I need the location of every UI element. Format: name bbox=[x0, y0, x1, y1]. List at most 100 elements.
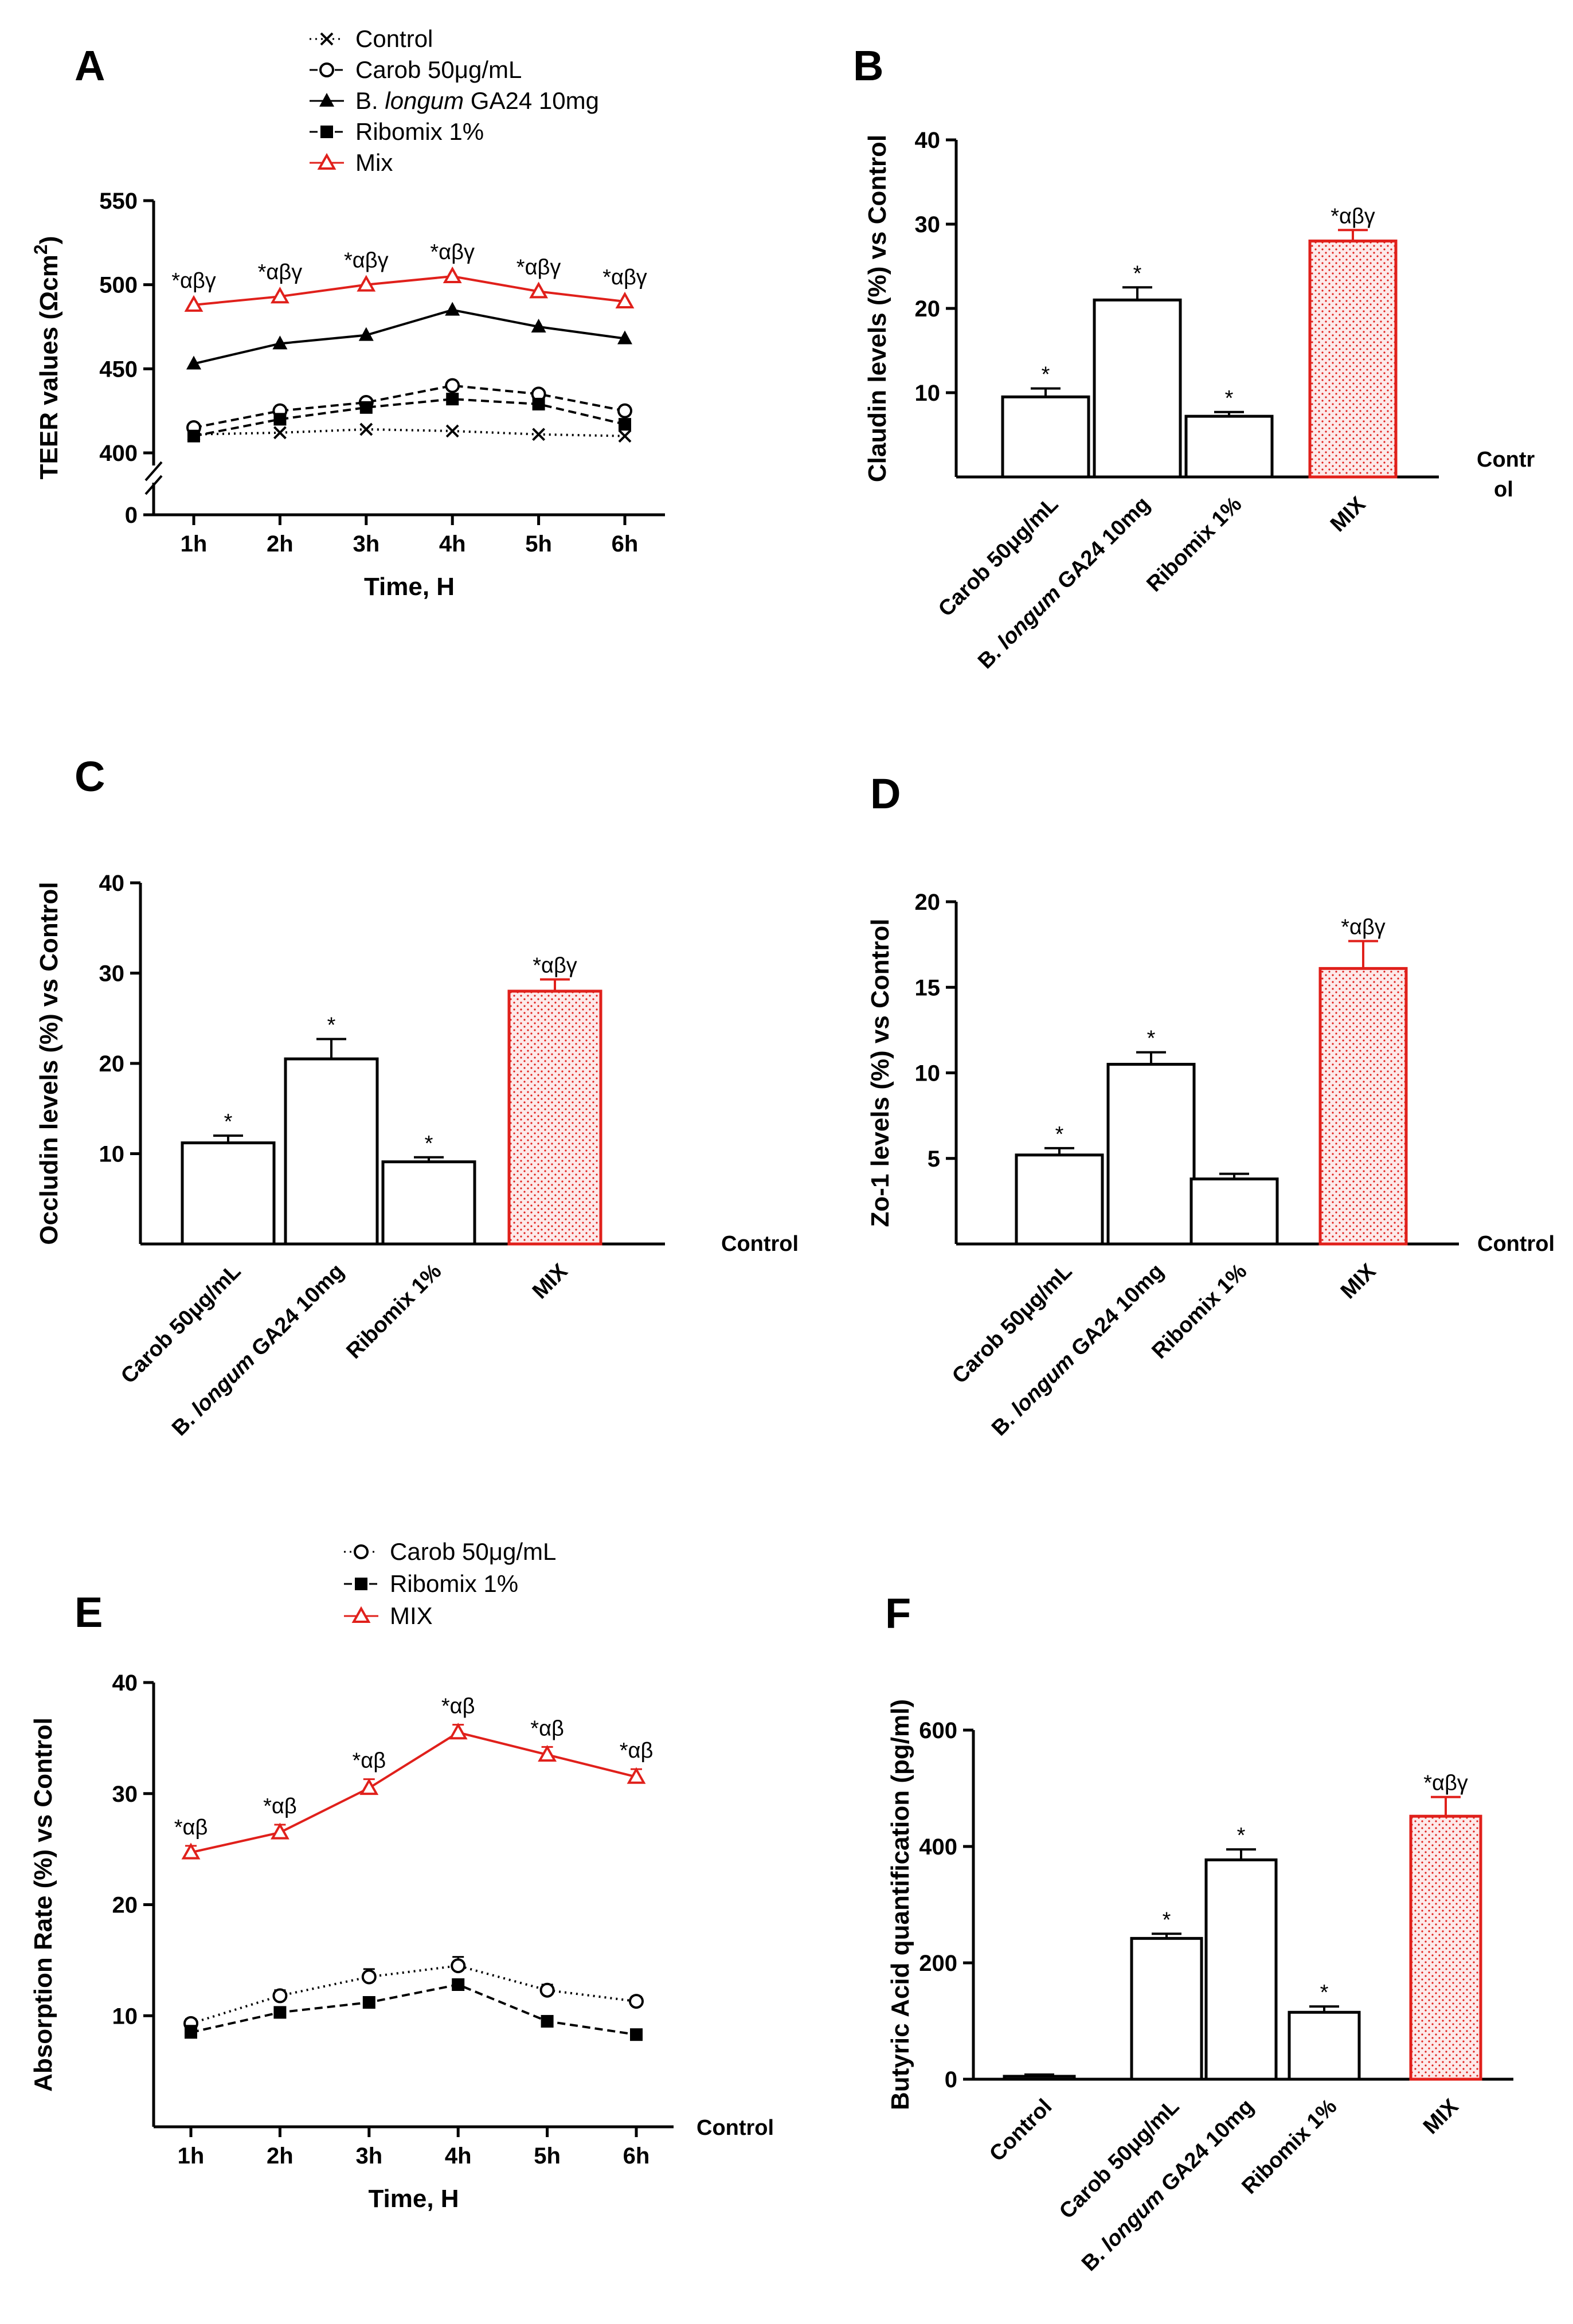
category-label-part: MIX bbox=[1336, 1259, 1381, 1304]
data-point bbox=[359, 422, 373, 436]
data-point bbox=[446, 393, 459, 406]
data-point bbox=[445, 378, 460, 393]
legend-label-part: Ribomix 1% bbox=[355, 118, 484, 145]
y-axis-title-part: Ωcm bbox=[35, 255, 63, 311]
y-axis-title: TEER values (Ωcm2) bbox=[30, 236, 63, 480]
legend-label-part: MIX bbox=[390, 1602, 433, 1629]
bar bbox=[1106, 1063, 1196, 1246]
significance-label: *αβ bbox=[174, 1816, 208, 1840]
data-point bbox=[619, 418, 631, 431]
bar bbox=[1130, 1936, 1203, 2081]
y-tick-label: 40 bbox=[915, 128, 941, 153]
panel-b-claudin-chart: B 10 20 30 40 Contr ol Claudin levels (%) vs Co… bbox=[853, 42, 1535, 674]
legend-label: Carob 50μg/mL bbox=[355, 56, 522, 83]
bar bbox=[1409, 1814, 1482, 2081]
legend-label-part: Carob 50μg/mL bbox=[355, 56, 522, 83]
significance-label: *αβγ bbox=[1341, 915, 1386, 940]
panel-e-letter: E bbox=[75, 1589, 103, 1636]
legend-label-part: Carob 50μg/mL bbox=[390, 1538, 556, 1565]
bar bbox=[1308, 239, 1398, 479]
category-label: Ribomix 1% bbox=[1142, 492, 1246, 597]
y-axis-title: Occludin levels (%) vs Control bbox=[35, 882, 63, 1245]
y-tick-label: 200 bbox=[919, 1951, 957, 1976]
bar bbox=[1093, 298, 1182, 479]
data-point-stroke bbox=[359, 422, 373, 436]
y-tick-label: 0 bbox=[125, 503, 138, 528]
bar bbox=[507, 989, 602, 1246]
data-point bbox=[532, 397, 545, 410]
x-tick-label: 5h bbox=[525, 531, 552, 557]
bar bbox=[1003, 2075, 1076, 2081]
category-label: B. longum GA24 10mg bbox=[987, 1259, 1168, 1441]
legend-label-part: longum bbox=[385, 87, 464, 114]
data-point bbox=[361, 1969, 377, 1985]
bar bbox=[284, 1057, 379, 1246]
legend-label-part: GA24 10mg bbox=[464, 87, 599, 114]
series-line bbox=[193, 398, 625, 437]
significance-label: *αβγ bbox=[258, 260, 303, 284]
category-label: B. longum GA24 10mg bbox=[973, 492, 1155, 674]
x-tick-label: 4h bbox=[439, 531, 466, 557]
category-label-part: Ribomix 1% bbox=[1142, 492, 1246, 597]
legend-marker bbox=[319, 62, 334, 77]
baseline-label: ol bbox=[1494, 478, 1513, 502]
significance-label: * bbox=[1163, 1908, 1171, 1932]
category-label: Ribomix 1% bbox=[342, 1259, 446, 1364]
data-point bbox=[448, 1723, 468, 1740]
category-label-part: Ribomix 1% bbox=[342, 1259, 446, 1364]
y-tick-label: 20 bbox=[915, 296, 941, 322]
category-label-part: Control bbox=[985, 2095, 1057, 2166]
data-point bbox=[532, 428, 546, 441]
y-tick-label: 10 bbox=[112, 2004, 138, 2029]
x-tick-label: 5h bbox=[534, 2143, 561, 2169]
data-point bbox=[617, 403, 632, 418]
legend-label: Control bbox=[355, 25, 433, 52]
y-tick-label: 450 bbox=[99, 357, 138, 382]
series-line bbox=[193, 275, 625, 306]
category-label: MIX bbox=[1326, 492, 1371, 537]
x-tick-label: 3h bbox=[353, 531, 379, 557]
bar bbox=[381, 1160, 476, 1246]
data-point-stroke bbox=[273, 426, 287, 440]
data-point bbox=[184, 295, 204, 312]
legend-label: Ribomix 1% bbox=[390, 1570, 518, 1597]
data-point bbox=[186, 355, 201, 370]
data-point bbox=[270, 287, 289, 304]
panel-e-absorption-chart: E Carob 50μg/mL Ribomix 1% MIX 10 20 30 40 1h 2h 3… bbox=[29, 1538, 774, 2213]
category-label-part: longum bbox=[993, 581, 1066, 654]
data-point bbox=[618, 429, 632, 443]
y-tick-label: 550 bbox=[99, 189, 138, 214]
baseline-label: Control bbox=[1477, 1232, 1555, 1256]
data-point bbox=[539, 1982, 555, 1998]
data-point-stroke bbox=[618, 429, 632, 443]
bar bbox=[1288, 2010, 1361, 2081]
legend-label: Ribomix 1% bbox=[355, 118, 484, 145]
significance-label: *αβ bbox=[352, 1749, 386, 1773]
data-point bbox=[629, 1994, 644, 2009]
y-axis-title: Butyric Acid quantification (pg/ml) bbox=[886, 1699, 914, 2110]
significance-label: * bbox=[425, 1132, 433, 1156]
category-label: Control bbox=[985, 2095, 1057, 2166]
significance-label: * bbox=[327, 1013, 336, 1037]
significance-label: *αβγ bbox=[602, 265, 647, 289]
data-point bbox=[541, 2014, 554, 2028]
baseline-label: Contr bbox=[1477, 448, 1535, 472]
axis-break-mark bbox=[144, 475, 163, 495]
y-tick-label: 20 bbox=[99, 1051, 125, 1077]
y-axis-title: Zo-1 levels (%) vs Control bbox=[866, 919, 894, 1227]
category-label-part: longum bbox=[1007, 1348, 1079, 1421]
legend-marker bbox=[355, 1578, 367, 1590]
x-tick-label: 1h bbox=[178, 2143, 205, 2169]
series-line bbox=[193, 308, 625, 365]
data-point bbox=[445, 424, 459, 438]
y-tick-label: 40 bbox=[99, 871, 125, 896]
y-axis-title: Claudin levels (%) vs Control bbox=[863, 135, 891, 482]
significance-label: *αβγ bbox=[1331, 204, 1375, 228]
y-tick-label: 10 bbox=[915, 381, 941, 406]
legend-marker bbox=[320, 126, 333, 138]
data-point bbox=[357, 275, 376, 292]
panel-a-letter: A bbox=[75, 42, 105, 89]
legend-label: Carob 50μg/mL bbox=[390, 1538, 556, 1565]
data-point bbox=[272, 1988, 288, 2004]
